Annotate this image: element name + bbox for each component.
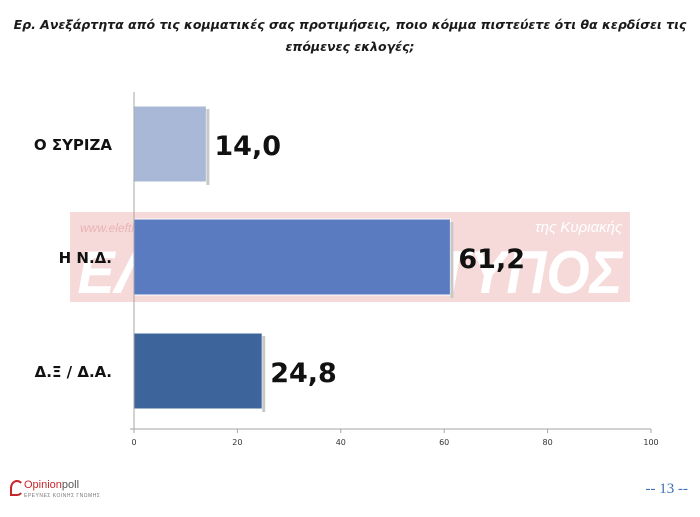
x-tick-label-5: 100 (643, 438, 658, 447)
watermark-tag: της Κυριακής (535, 219, 623, 236)
question-line-2: επόμενες εκλογές; (285, 39, 415, 54)
logo-tagline: ΕΡΕΥΝΕΣ ΚΟΙΝΗΣ ΓΝΩΜΗΣ (24, 493, 101, 499)
logo-name-part2: poll (61, 479, 80, 491)
x-tick-label-1: 20 (232, 438, 242, 447)
question-line-1: Ερ. Ανεξάρτητα από τις κομματικές σας πρ… (13, 17, 687, 32)
category-label-1: Η Ν.Δ. (59, 249, 112, 267)
x-tick-label-0: 0 (131, 438, 136, 447)
value-label-0: 14,0 (214, 131, 281, 162)
value-label-1: 61,2 (458, 244, 525, 275)
logo-name: Opinionpoll (24, 479, 79, 491)
category-label-0: Ο ΣΥΡΙΖΑ (34, 136, 113, 154)
x-tick-label-3: 60 (439, 438, 449, 447)
value-label-2: 24,8 (270, 358, 337, 389)
logo-icon (10, 480, 24, 496)
bar-1 (133, 218, 451, 296)
bar-shadow-0 (206, 109, 210, 185)
logo-name-part1: Opinion (24, 479, 62, 491)
bar-2 (133, 332, 263, 410)
bar-shadow-1 (450, 222, 454, 298)
category-label-2: Δ.Ξ / Δ.Α. (35, 363, 112, 381)
x-tick-label-2: 40 (336, 438, 346, 447)
opinionpoll-logo: Opinionpoll ΕΡΕΥΝΕΣ ΚΟΙΝΗΣ ΓΝΩΜΗΣ (10, 478, 130, 504)
x-axis: 0 20 40 60 80 100 (130, 92, 659, 447)
bars-layer: Ο ΣΥΡΙΖΑ 14,0 Η Ν.Δ. 61,2 Δ.Ξ / Δ.Α. 24,8 (34, 105, 525, 412)
x-tick-label-4: 80 (543, 438, 553, 447)
question-title: Ερ. Ανεξάρτητα από τις κομματικές σας πρ… (0, 14, 700, 58)
page-number: -- 13 -- (645, 481, 688, 497)
bar-0 (133, 105, 207, 183)
bar-shadow-2 (262, 336, 266, 412)
